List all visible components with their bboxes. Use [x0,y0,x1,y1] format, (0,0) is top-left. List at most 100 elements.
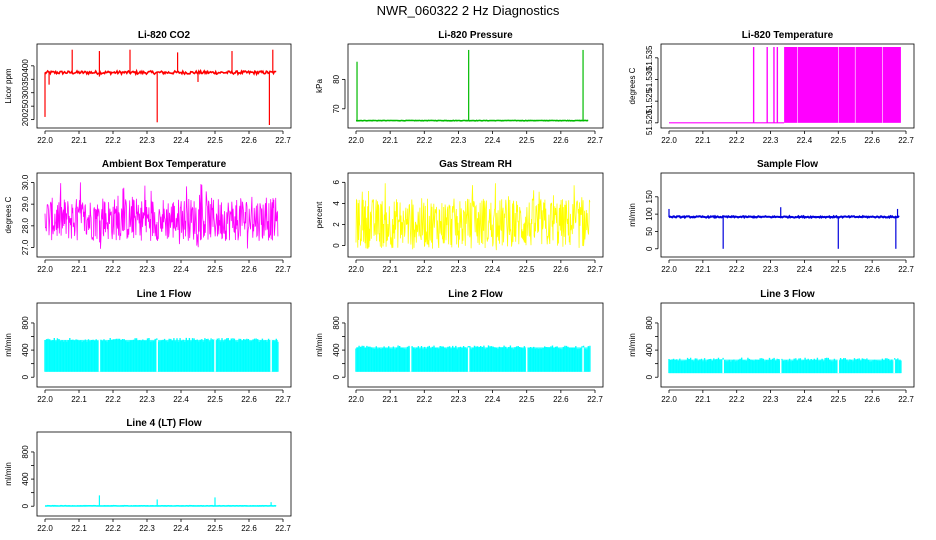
x-tick-label: 22.0 [37,395,53,404]
y-tick-label: 30.0 [21,174,30,190]
x-tick-label: 22.2 [105,395,121,404]
series-line-2-flow [355,345,591,372]
y-axis-label: degrees C [628,67,637,104]
x-tick-label: 22.3 [763,265,779,274]
y-axis-label: percent [315,201,324,228]
x-tick-label: 22.5 [519,395,535,404]
y-axis-label: ml/min [628,203,637,227]
series-line [44,68,277,77]
y-tick-label: 0 [21,503,30,508]
plot-frame [36,172,292,258]
y-axis: 0 400 800 [21,445,35,508]
x-tick-label: 22.2 [416,265,432,274]
flow-fill [669,359,901,374]
x-axis: 22.0 22.1 22.2 22.3 22.4 22.5 22.6 22.7 [661,130,914,145]
y-tick-label: 400 [332,343,341,357]
x-tick-label: 22.3 [139,265,155,274]
chart-title: Gas Stream RH [439,159,512,170]
series-line-3-flow [668,357,902,374]
y-tick-label: 400 [21,343,30,357]
chart-title: Li-820 Temperature [742,30,834,41]
plot-frame [347,43,604,129]
series-line [355,183,591,251]
x-tick-label: 22.2 [105,136,121,145]
x-tick-label: 22.5 [830,136,846,145]
x-tick-label: 22.5 [207,524,223,533]
y-tick-label: 350 [21,72,30,86]
x-tick-label: 22.1 [71,136,87,145]
x-tick-label: 22.4 [173,395,189,404]
x-tick-label: 22.2 [416,136,432,145]
y-tick-label: 100 [645,207,654,221]
y-axis: 0 400 800 [21,316,35,379]
x-tick-label: 22.5 [207,395,223,404]
chart-title: Line 2 Flow [448,289,503,300]
x-tick-label: 22.0 [661,395,677,404]
y-axis: 70 80 [332,74,346,113]
x-tick-label: 22.7 [275,524,291,533]
y-tick-label: 0 [645,246,654,251]
y-tick-label: 51.535 [645,45,654,70]
y-axis: 0 50 100 150 [645,190,659,251]
x-tick-label: 22.6 [553,265,569,274]
x-tick-label: 22.0 [661,265,677,274]
chart-title: Sample Flow [757,159,818,170]
plot-frame [347,172,604,258]
chart-title: Li-820 CO2 [138,30,191,41]
panel-ambient-box-temperature: Ambient Box Temperature degrees C 22.0 22.1… [4,159,292,274]
x-tick-label: 22.7 [275,265,291,274]
y-tick-label: 6 [332,180,341,185]
x-tick-label: 22.7 [587,395,603,404]
x-tick-label: 22.2 [729,265,745,274]
x-tick-label: 22.1 [71,524,87,533]
series-sample-flow [668,207,900,249]
y-tick-label: 150 [645,190,654,204]
x-tick-label: 22.0 [37,136,53,145]
x-axis: 22.0 22.1 22.2 22.3 22.4 22.5 22.6 22.7 [661,389,914,404]
plot-frame [36,302,292,388]
y-tick-label: 200 [21,112,30,126]
chart-title: Line 1 Flow [137,289,192,300]
x-axis: 22.0 22.1 22.2 22.3 22.4 22.5 22.6 22.7 [37,259,291,274]
chart-title: Ambient Box Temperature [102,159,227,170]
x-tick-label: 22.6 [241,524,257,533]
series-line [668,214,900,220]
x-tick-label: 22.1 [695,136,711,145]
x-axis: 22.0 22.1 22.2 22.3 22.4 22.5 22.6 22.7 [348,389,603,404]
x-axis: 22.0 22.1 22.2 22.3 22.4 22.5 22.6 22.7 [37,518,291,533]
x-tick-label: 22.6 [864,136,880,145]
x-tick-label: 22.6 [864,265,880,274]
x-tick-label: 22.2 [729,136,745,145]
y-tick-label: 0 [645,374,654,379]
plot-frame [660,172,915,258]
flow-fill [45,339,278,372]
y-axis: 0 400 800 [645,316,659,379]
y-tick-label: 800 [332,316,341,330]
y-tick-label: 300 [21,86,30,100]
x-tick-label: 22.4 [173,136,189,145]
x-tick-label: 22.1 [382,136,398,145]
y-tick-label: 400 [21,59,30,73]
x-tick-label: 22.3 [763,136,779,145]
plot-frame [36,431,292,517]
y-tick-label: 800 [645,316,654,330]
series-line-1-flow [44,337,279,372]
y-axis-label: ml/min [628,333,637,357]
x-tick-label: 22.7 [898,395,914,404]
series-li-820-temperature [669,47,901,124]
y-tick-label: 50 [645,226,654,235]
x-tick-label: 22.7 [275,395,291,404]
plot-frame [36,43,292,129]
x-tick-label: 22.1 [695,265,711,274]
y-tick-label: 400 [645,343,654,357]
x-tick-label: 22.4 [485,395,501,404]
y-tick-label: 51.525 [645,88,654,113]
x-tick-label: 22.3 [451,136,467,145]
plot-frame [660,43,915,129]
chart-title: Line 3 Flow [760,289,815,300]
